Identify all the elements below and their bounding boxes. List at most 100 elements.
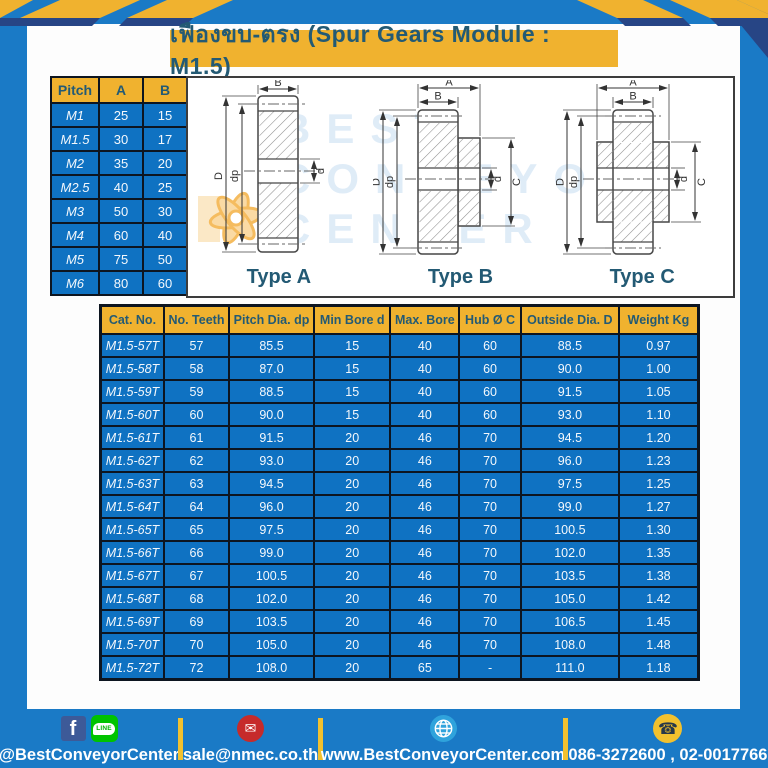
- table-cell: 85.5: [228, 333, 315, 358]
- table-cell: 87.0: [228, 356, 315, 381]
- table-cell: 1.10: [617, 402, 700, 427]
- table-cell: 97.5: [228, 517, 315, 542]
- table-cell: M1.5-61T: [99, 425, 165, 450]
- column-header: B: [142, 76, 188, 104]
- table-cell: 57: [162, 333, 231, 358]
- type-b-label: Type B: [427, 266, 494, 288]
- table-cell: 1.48: [617, 632, 700, 657]
- table-cell: 70: [458, 448, 522, 473]
- svg-text:dp: dp: [568, 176, 580, 188]
- svg-text:D: D: [213, 172, 225, 180]
- table-cell: 15: [312, 402, 392, 427]
- table-cell: 46: [389, 609, 461, 634]
- table-cell: 1.00: [617, 356, 700, 381]
- table-cell: 46: [389, 471, 461, 496]
- table-row: M1 25 15: [50, 102, 188, 128]
- svg-text:B: B: [629, 91, 636, 103]
- table-cell: 100.5: [228, 563, 315, 588]
- table-cell: 70: [458, 494, 522, 519]
- diagram-type-a: B D dp d Type A: [188, 78, 370, 296]
- svg-text:A: A: [445, 80, 453, 89]
- table-cell: 1.23: [617, 448, 700, 473]
- email-contact: ✉ sale@nmec.co.th: [183, 714, 318, 765]
- table-row: M1.5-68T 68 102.0 20 46 70 105.0 1.42: [99, 586, 700, 611]
- table-cell: 102.0: [519, 540, 620, 565]
- table-cell: 93.0: [519, 402, 620, 427]
- table-cell: 103.5: [228, 609, 315, 634]
- table-cell: 93.0: [228, 448, 315, 473]
- phone-icon[interactable]: ☎: [653, 714, 683, 743]
- svg-text:dp: dp: [229, 170, 241, 182]
- phone-numbers[interactable]: 086-3272600 , 02-0017766: [568, 745, 768, 764]
- table-cell: 100.5: [519, 517, 620, 542]
- table-cell: 50: [98, 198, 144, 224]
- table-cell: 20: [312, 586, 392, 611]
- table-cell: 20: [312, 632, 392, 657]
- email-icon[interactable]: ✉: [237, 715, 265, 742]
- page-title: เฟืองขบ-ตรง (Spur Gears Module : M1.5): [170, 21, 618, 79]
- table-cell: 25: [142, 174, 188, 200]
- table-cell: 58: [162, 356, 231, 381]
- table-cell: M2: [50, 150, 100, 176]
- svg-text:D: D: [373, 178, 383, 186]
- globe-icon[interactable]: [429, 715, 457, 742]
- table-cell: 62: [162, 448, 231, 473]
- column-header: Pitch: [50, 76, 100, 104]
- social-handle[interactable]: @BestConveyorCenter: [0, 745, 180, 764]
- table-row: M1.5-67T 67 100.5 20 46 70 103.5 1.38: [99, 563, 700, 588]
- phone-contact: ☎ 086-3272600 , 02-0017766: [568, 714, 768, 765]
- svg-text:d: d: [678, 176, 690, 182]
- table-cell: 60: [142, 270, 188, 296]
- table-row: M1.5-66T 66 99.0 20 46 70 102.0 1.35: [99, 540, 700, 565]
- column-header: No. Teeth: [162, 304, 231, 335]
- table-cell: 103.5: [519, 563, 620, 588]
- table-cell: 105.0: [228, 632, 315, 657]
- table-row: M1.5-63T 63 94.5 20 46 70 97.5 1.25: [99, 471, 700, 496]
- table-cell: 96.0: [228, 494, 315, 519]
- footer-divider: [318, 718, 324, 760]
- table-row: M4 60 40: [50, 222, 188, 248]
- table-cell: 0.97: [617, 333, 700, 358]
- email-address[interactable]: sale@nmec.co.th: [182, 745, 319, 764]
- table-row: M2.5 40 25: [50, 174, 188, 200]
- table-cell: 108.0: [228, 655, 315, 681]
- table-cell: M5: [50, 246, 100, 272]
- table-cell: 15: [312, 356, 392, 381]
- pitch-table-header-row: Pitch A B: [50, 76, 188, 104]
- table-cell: M1.5-62T: [99, 448, 165, 473]
- table-cell: 46: [389, 540, 461, 565]
- table-cell: 40: [389, 379, 461, 404]
- table-cell: M1.5-60T: [99, 402, 165, 427]
- table-cell: 35: [98, 150, 144, 176]
- svg-text:dp: dp: [384, 176, 396, 188]
- table-cell: 99.0: [228, 540, 315, 565]
- column-header: Cat. No.: [99, 304, 165, 335]
- table-cell: M1.5-64T: [99, 494, 165, 519]
- table-cell: 40: [389, 333, 461, 358]
- website-url[interactable]: www.BestConveyorCenter.com: [320, 745, 566, 764]
- table-cell: 90.0: [519, 356, 620, 381]
- table-cell: 20: [142, 150, 188, 176]
- facebook-icon[interactable]: f: [60, 716, 86, 741]
- table-row: M1.5-62T 62 93.0 20 46 70 96.0 1.23: [99, 448, 700, 473]
- spec-table-header-row: Cat. No. No. Teeth Pitch Dia. dp Min Bore d…: [99, 304, 700, 335]
- table-cell: M6: [50, 270, 100, 296]
- table-cell: 46: [389, 517, 461, 542]
- table-row: M1.5-61T 61 91.5 20 46 70 94.5 1.20: [99, 425, 700, 450]
- table-cell: 30: [142, 198, 188, 224]
- table-cell: 60: [162, 402, 231, 427]
- column-header: Max. Bore: [389, 304, 461, 335]
- table-cell: 94.5: [519, 425, 620, 450]
- table-row: M1.5-69T 69 103.5 20 46 70 106.5 1.45: [99, 609, 700, 634]
- table-cell: 75: [98, 246, 144, 272]
- table-cell: 72: [162, 655, 231, 681]
- table-cell: 1.05: [617, 379, 700, 404]
- diagram-type-b: A B D dp d C Type B: [370, 78, 552, 296]
- line-icon[interactable]: LINE: [90, 715, 118, 742]
- table-cell: 60: [458, 356, 522, 381]
- footer-divider: [178, 718, 183, 760]
- table-cell: 99.0: [519, 494, 620, 519]
- table-cell: 63: [162, 471, 231, 496]
- table-cell: M1.5-67T: [99, 563, 165, 588]
- table-cell: 60: [98, 222, 144, 248]
